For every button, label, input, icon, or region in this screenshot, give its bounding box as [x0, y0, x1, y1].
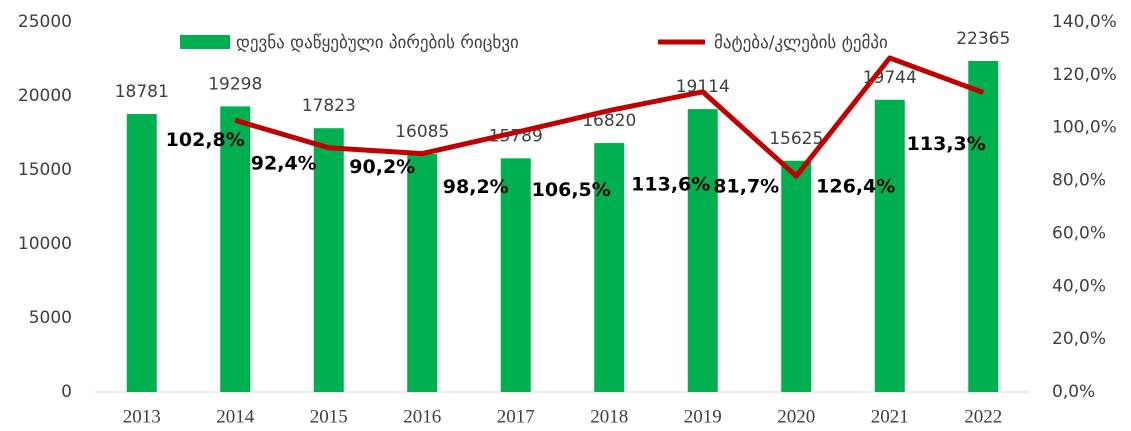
y2-tick-label: 100,0%	[1052, 118, 1117, 138]
x-tick-label: 2019	[684, 406, 722, 427]
x-tick-label: 2017	[497, 406, 535, 427]
line-value-label: 126,4%	[816, 175, 895, 197]
bar	[594, 143, 625, 392]
y-tick-label: 15000	[18, 160, 72, 180]
bar	[874, 99, 905, 392]
bar	[313, 128, 344, 392]
bar	[968, 60, 999, 393]
x-tick-label: 2018	[590, 406, 628, 427]
y2-tick-label: 20,0%	[1052, 329, 1106, 349]
y-tick-label: 0	[61, 382, 72, 402]
bar	[407, 153, 438, 392]
y-tick-label: 25000	[18, 12, 72, 32]
bar-value-label: 22365	[956, 29, 1010, 49]
x-tick-label: 2014	[216, 406, 255, 427]
x-tick-label: 2015	[310, 406, 348, 427]
legend-label: დევნა დაწყებული პირების რიცხვი	[236, 33, 519, 53]
bar-value-label: 18781	[115, 82, 169, 102]
line-value-label: 90,2%	[349, 156, 415, 178]
y-tick-label: 5000	[29, 308, 72, 328]
y2-tick-label: 140,0%	[1052, 12, 1117, 32]
line-value-label: 98,2%	[443, 176, 509, 198]
bar-value-label: 16085	[395, 122, 449, 142]
line-value-label: 102,8%	[166, 129, 245, 151]
y-tick-label: 20000	[18, 86, 72, 106]
line-value-label: 113,6%	[631, 173, 710, 195]
bar-value-label: 15625	[769, 129, 823, 149]
y2-tick-label: 40,0%	[1052, 276, 1106, 296]
bar	[220, 106, 251, 393]
y2-tick-label: 120,0%	[1052, 65, 1117, 85]
x-tick-label: 2021	[871, 406, 909, 427]
bar-value-label: 19298	[208, 74, 262, 94]
bar	[781, 160, 812, 392]
bar-value-label: 17823	[302, 96, 356, 116]
x-tick-label: 2022	[964, 406, 1002, 427]
line	[234, 55, 985, 179]
y2-tick-label: 80,0%	[1052, 171, 1106, 191]
line-value-label: 81,7%	[713, 176, 779, 198]
x-tick-label: 2020	[777, 406, 815, 427]
y2-tick-label: 0,0%	[1052, 382, 1095, 402]
line-value-label: 92,4%	[251, 152, 317, 174]
line-value-label: 113,3%	[907, 133, 986, 155]
y-tick-label: 10000	[18, 234, 72, 254]
bar	[687, 109, 718, 393]
y2-tick-label: 60,0%	[1052, 223, 1106, 243]
bar	[500, 158, 531, 392]
line-value-label: 106,5%	[532, 179, 611, 201]
legend-label: მატება/კლების ტემპი	[714, 33, 888, 53]
x-tick-label: 2013	[123, 406, 161, 427]
x-tick-label: 2016	[403, 406, 441, 427]
legend-swatch	[180, 35, 230, 49]
bar	[126, 114, 157, 392]
